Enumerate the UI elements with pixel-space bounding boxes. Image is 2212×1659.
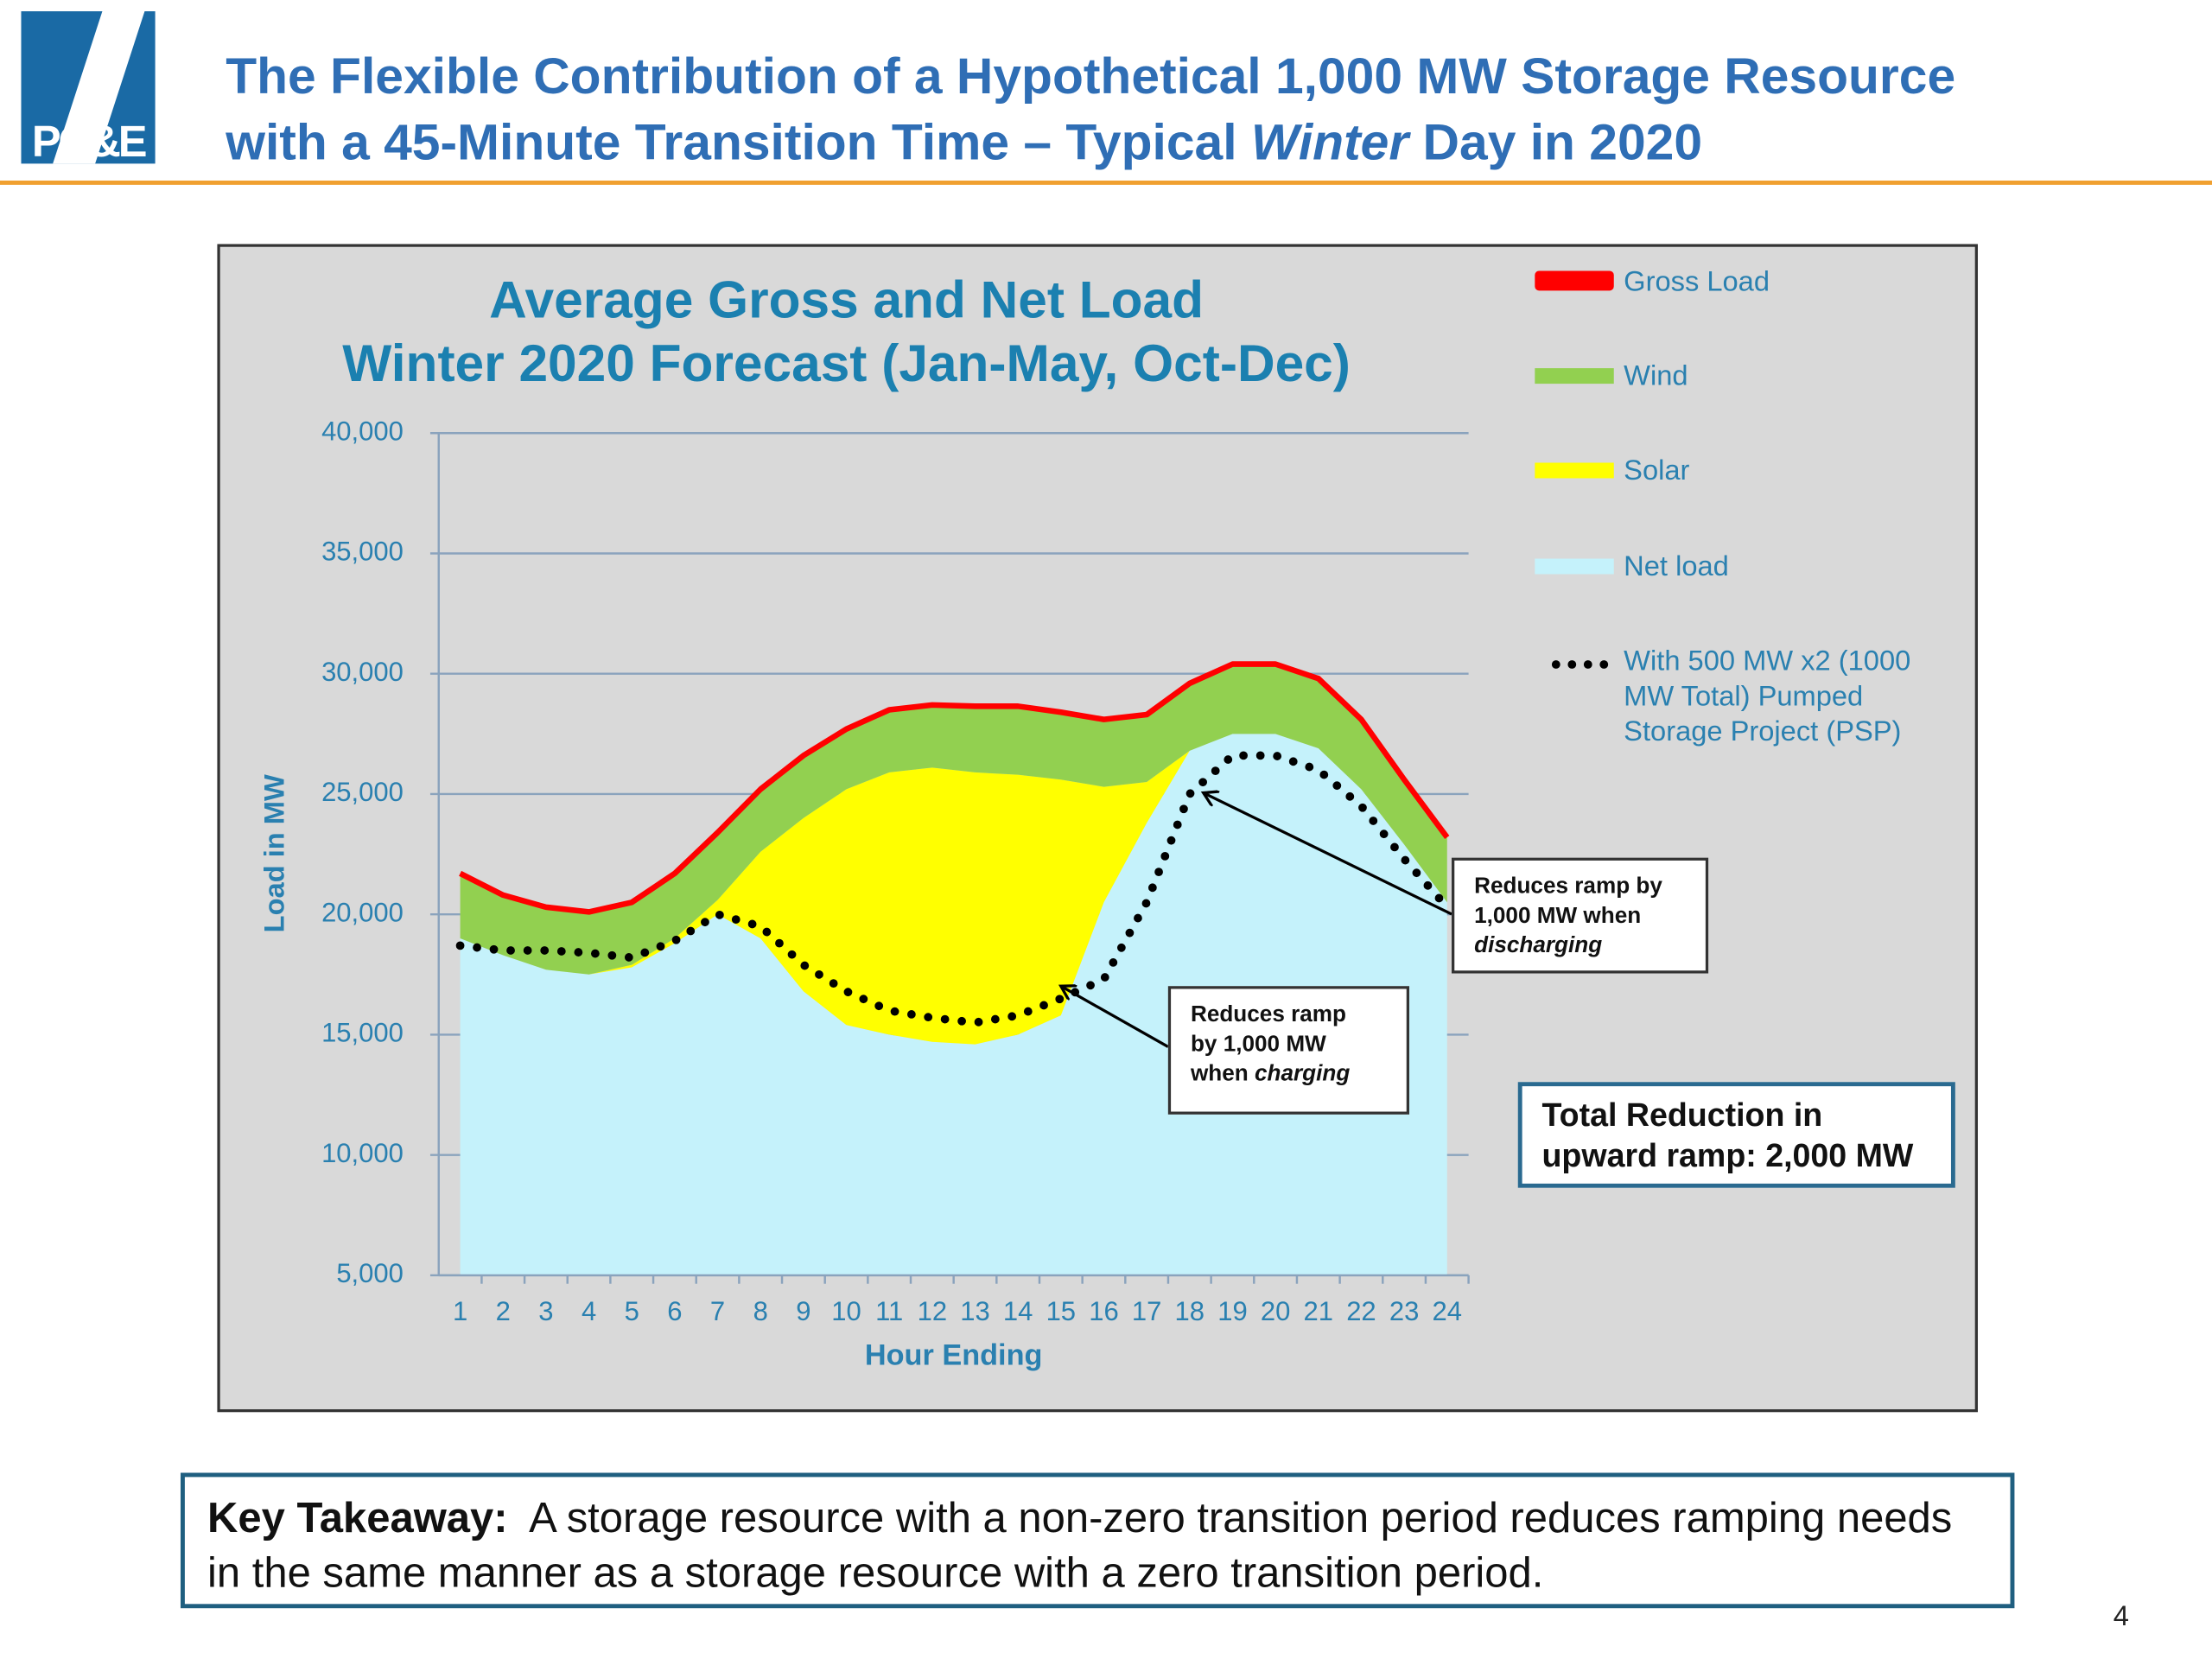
y-tick-label: 25,000 xyxy=(321,777,404,807)
x-tick-label: 7 xyxy=(710,1296,725,1326)
area-1 xyxy=(460,664,1447,975)
area-3 xyxy=(460,734,1447,1275)
legend-label: Net load xyxy=(1624,551,1729,583)
legend-swatch xyxy=(1551,660,1609,669)
x-tick-label: 22 xyxy=(1346,1296,1376,1326)
x-tick-label: 1 xyxy=(453,1296,467,1326)
line-0 xyxy=(459,661,1450,915)
legend-entry: With 500 MW x2 (1000 MW Total) Pumped St… xyxy=(1535,645,1941,750)
legend-label: Solar xyxy=(1624,455,1690,487)
summary-line: upward ramp: 2,000 MW xyxy=(1541,1136,1914,1174)
legend-swatch xyxy=(1535,462,1614,479)
annotation-line: Reduces ramp xyxy=(1191,1001,1387,1030)
annotation-line: Reduces ramp by xyxy=(1474,872,1686,901)
slide-title-line: The Flexible Contribution of a Hypotheti… xyxy=(226,46,1956,105)
legend-swatch xyxy=(1535,558,1614,575)
legend-entry: Gross Load xyxy=(1535,265,1941,301)
x-tick-label: 5 xyxy=(625,1296,639,1326)
annotation-arrow xyxy=(1061,986,1169,1048)
y-tick-label: 30,000 xyxy=(321,657,404,687)
legend-entry: Wind xyxy=(1535,359,1941,395)
annotation-text: discharging xyxy=(1474,933,1603,958)
header-rule xyxy=(0,180,2212,185)
x-tick-label: 6 xyxy=(667,1296,682,1326)
legend-label: With 500 MW x2 (1000 MW Total) Pumped St… xyxy=(1624,645,1911,748)
takeaway-text: A storage resource with a non-zero trans… xyxy=(207,1495,1953,1598)
annotation-text: when xyxy=(1190,1062,1255,1087)
legend-entry: Net load xyxy=(1535,550,1941,586)
y-tick-label: 20,000 xyxy=(321,897,404,927)
x-tick-label: 19 xyxy=(1217,1296,1248,1326)
x-tick-label: 23 xyxy=(1389,1296,1420,1326)
chart-title-line: Average Gross and Net Load xyxy=(489,270,1205,329)
x-tick-label: 9 xyxy=(796,1296,810,1326)
page-number: 4 xyxy=(2113,1601,2129,1632)
annotation-line: by 1,000 MW xyxy=(1191,1030,1387,1059)
x-tick-label: 10 xyxy=(831,1296,861,1326)
x-tick-label: 14 xyxy=(1003,1296,1033,1326)
y-tick-label: 35,000 xyxy=(321,537,404,567)
annotation-box: Reduces ramp by 1,000 MW when discharging xyxy=(1451,857,1709,974)
legend-label: Gross Load xyxy=(1624,266,1770,298)
x-tick-label: 13 xyxy=(960,1296,990,1326)
x-tick-label: 12 xyxy=(918,1296,948,1326)
annotation-line: when charging xyxy=(1191,1059,1387,1089)
annotation-text: Reduces ramp by xyxy=(1474,874,1662,899)
y-axis-label: Load in MW xyxy=(258,774,290,932)
title-part: with a 45-Minute Transition Time – Typic… xyxy=(226,112,1251,171)
legend-entry: Solar xyxy=(1535,454,1941,490)
x-tick-label: 2 xyxy=(496,1296,511,1326)
area-2 xyxy=(460,734,1447,1045)
chart-title-line: Winter 2020 Forecast (Jan-May, Oct-Dec) xyxy=(342,334,1351,392)
x-tick-label: 20 xyxy=(1261,1296,1291,1326)
annotation-line: discharging xyxy=(1474,931,1686,961)
x-axis-label: Hour Ending xyxy=(865,1339,1043,1372)
annotation-text: charging xyxy=(1254,1062,1351,1087)
y-tick-label: 5,000 xyxy=(336,1258,404,1288)
annotation-line: 1,000 MW when xyxy=(1474,901,1686,931)
takeaway-box: Key Takeaway: A storage resource with a … xyxy=(180,1472,2015,1609)
y-tick-label: 40,000 xyxy=(321,416,404,446)
x-tick-label: 24 xyxy=(1433,1296,1463,1326)
x-tick-label: 3 xyxy=(538,1296,553,1326)
logo-text: PG&E xyxy=(31,117,148,167)
x-tick-label: 11 xyxy=(875,1296,903,1326)
legend-label: Wind xyxy=(1624,360,1688,392)
x-tick-label: 16 xyxy=(1089,1296,1119,1326)
x-tick-label: 17 xyxy=(1132,1296,1162,1326)
y-tick-label: 10,000 xyxy=(321,1138,404,1168)
x-tick-label: 15 xyxy=(1046,1296,1077,1326)
logo: PG&E xyxy=(21,11,156,167)
summary-box: Total Reduction in upward ramp: 2,000 MW xyxy=(1517,1082,1955,1188)
x-tick-label: 8 xyxy=(753,1296,768,1326)
x-tick-label: 21 xyxy=(1304,1296,1334,1326)
annotation-text: Reduces ramp xyxy=(1190,1002,1346,1027)
takeaway-label: Key Takeaway: xyxy=(207,1495,508,1542)
legend-swatch xyxy=(1535,368,1614,385)
x-tick-label: 18 xyxy=(1175,1296,1205,1326)
title-part: Winter xyxy=(1250,112,1409,171)
annotation-box: Reduces ramp by 1,000 MW when charging xyxy=(1167,986,1410,1115)
summary-line: Total Reduction in xyxy=(1541,1096,1823,1134)
annotation-text: by 1,000 MW xyxy=(1190,1033,1326,1057)
legend-swatch xyxy=(1535,270,1614,291)
annotation-text: 1,000 MW when xyxy=(1474,904,1642,929)
slide-title-line: with a 45-Minute Transition Time – Typic… xyxy=(226,113,1702,173)
y-tick-label: 15,000 xyxy=(321,1018,404,1048)
annotation-arrow xyxy=(1204,793,1452,916)
x-tick-label: 4 xyxy=(582,1296,596,1326)
title-part: Day in 2020 xyxy=(1408,112,1703,171)
